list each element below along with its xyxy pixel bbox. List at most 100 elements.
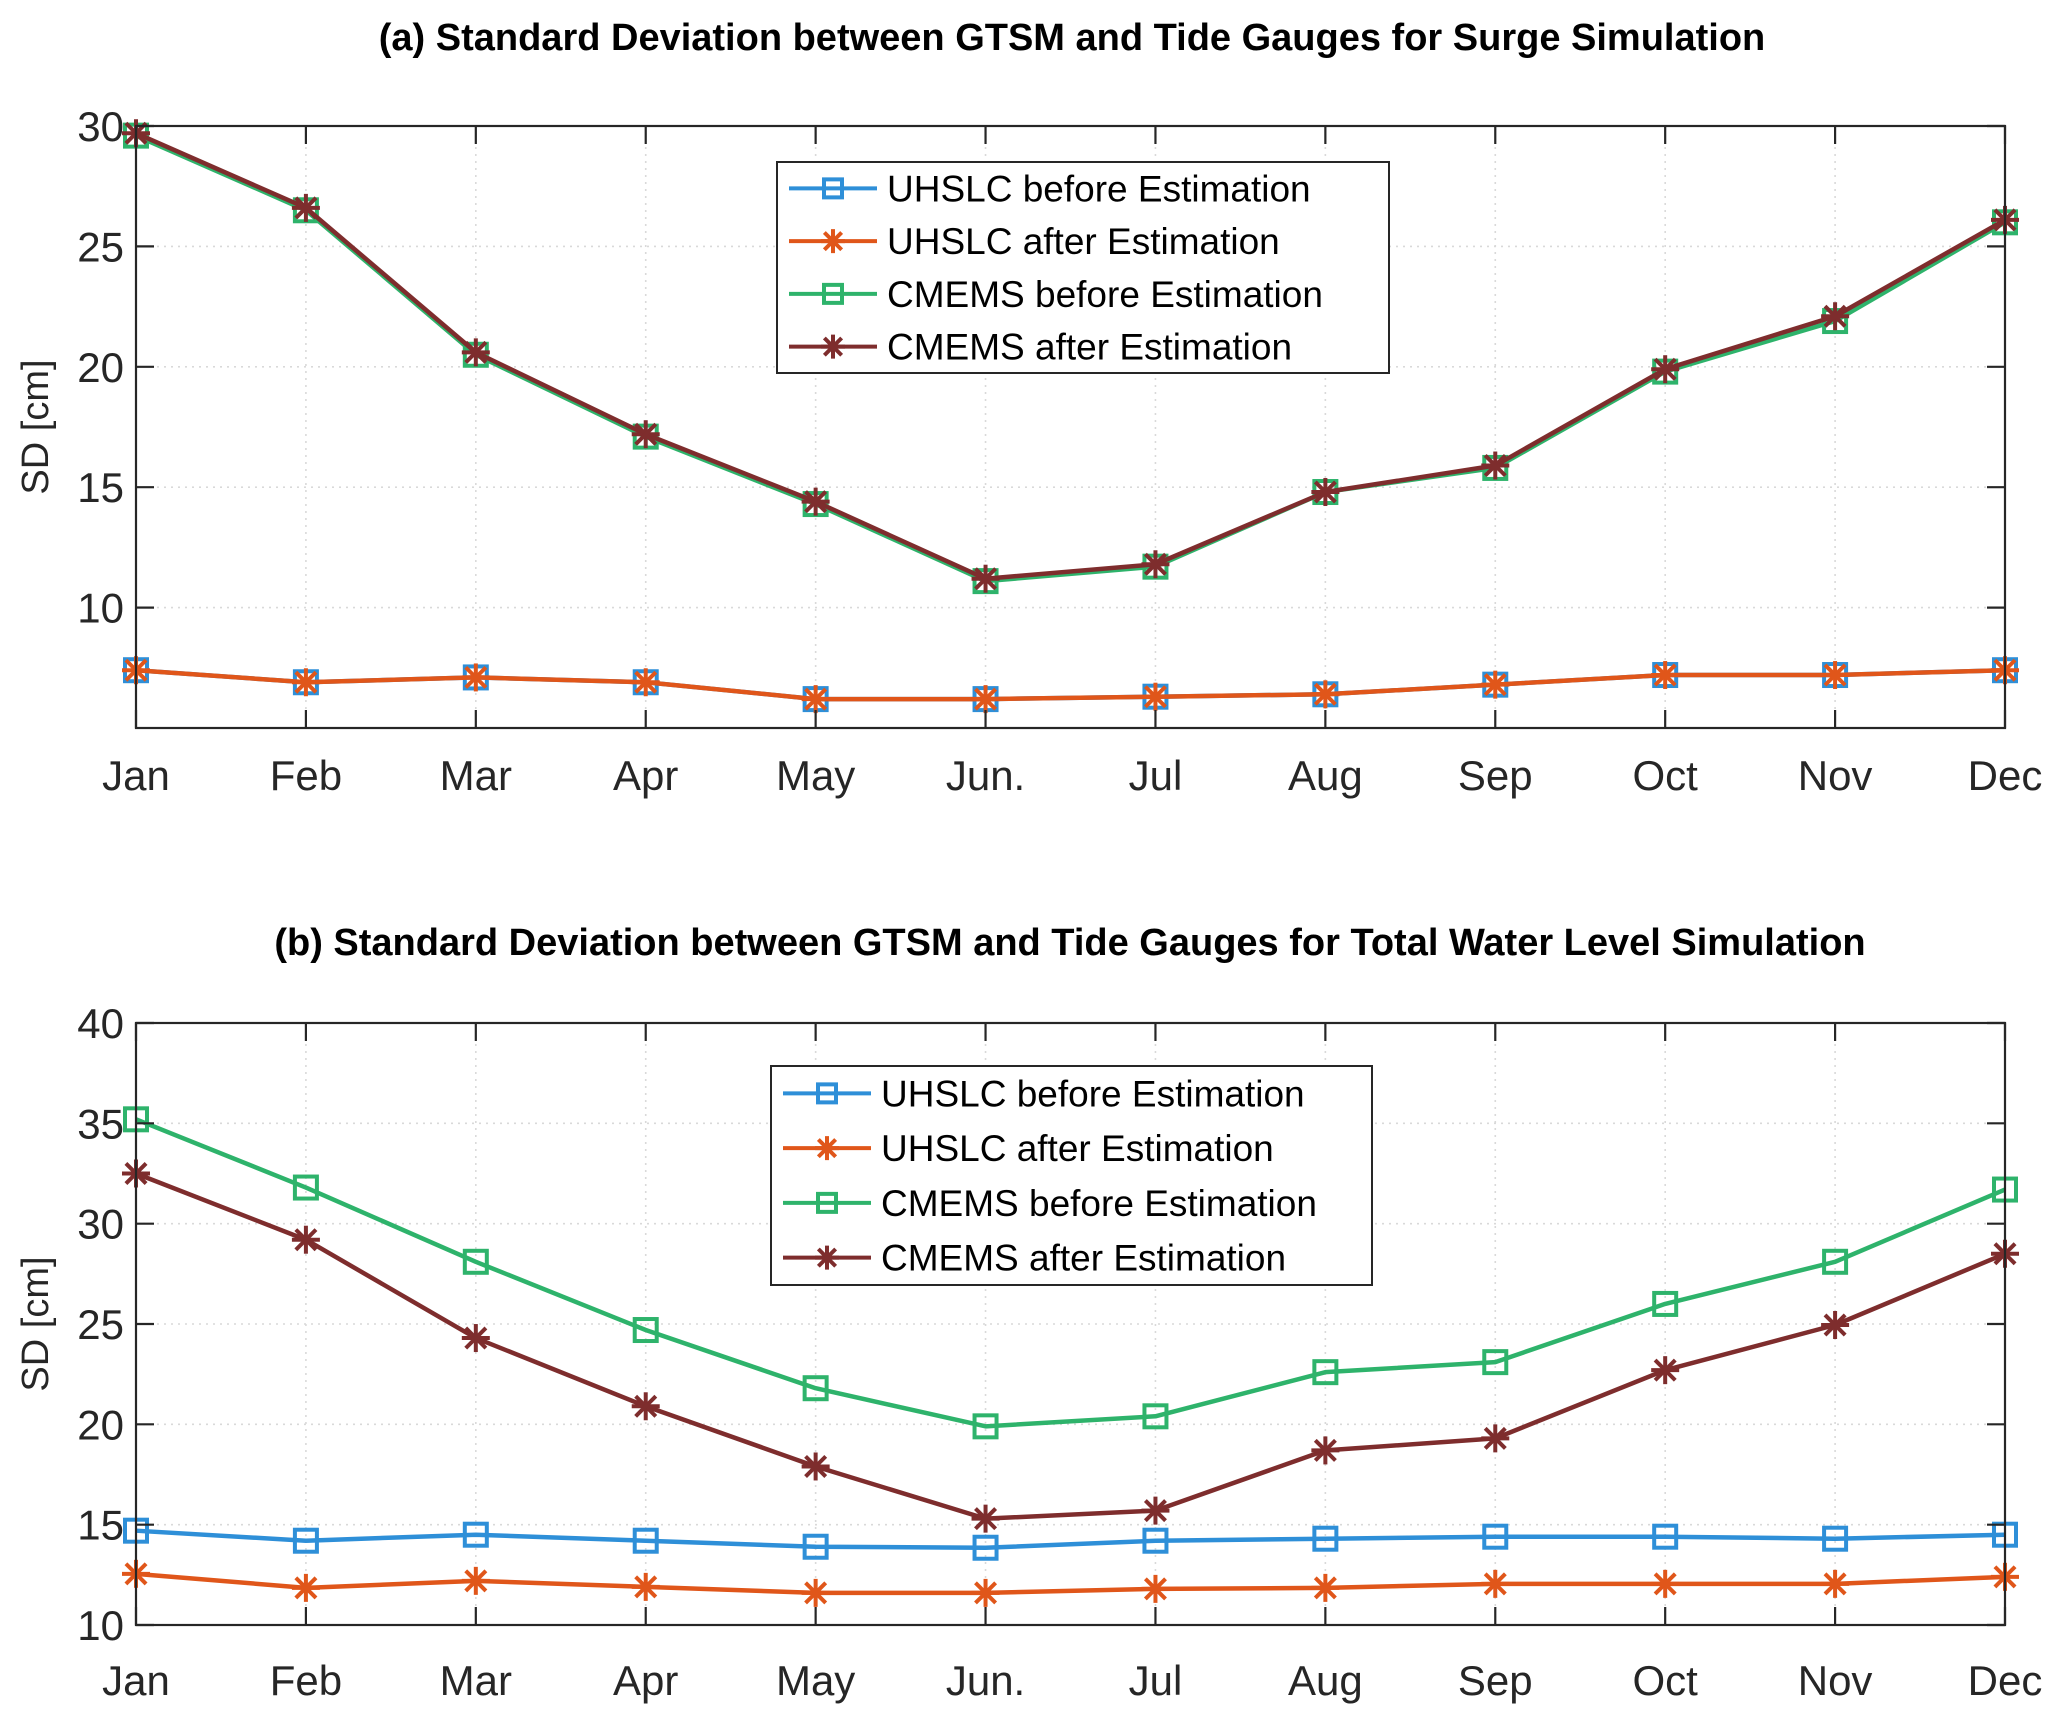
y-tick-label: 25 — [77, 1301, 124, 1348]
chart-title-a: (a) Standard Deviation between GTSM and … — [379, 17, 1766, 59]
data-point — [801, 1578, 830, 1607]
data-point — [291, 668, 320, 697]
legend-item: UHSLC after Estimation — [783, 1128, 1274, 1169]
y-tick-label: 10 — [77, 1602, 124, 1649]
series-line — [135, 667, 2006, 702]
data-point — [1142, 1527, 1169, 1554]
legend-marker-icon — [822, 177, 844, 200]
y-tick-label: 30 — [77, 1201, 124, 1248]
x-tick-label: Apr — [613, 752, 678, 799]
x-tick-label: Jan — [102, 1657, 170, 1704]
x-tick-label: May — [776, 1657, 855, 1704]
data-point — [292, 1174, 319, 1201]
data-point — [1311, 1436, 1340, 1465]
y-tick-label: 35 — [77, 1100, 124, 1147]
axes-a — [134, 124, 2007, 730]
data-point — [462, 1521, 489, 1548]
series-uhslc-after-estimation — [122, 656, 2019, 714]
ticks-b: 10 15 20 25 30 35 40 Jan Feb Mar Apr May Jun. Jul Aug S… — [77, 1000, 2042, 1704]
x-tick-label: Mar — [440, 752, 512, 799]
legend-marker-icon — [816, 1191, 838, 1214]
data-point — [1822, 1248, 1849, 1275]
data-point — [801, 487, 830, 516]
data-point — [291, 1225, 320, 1254]
legend-marker-icon — [816, 1082, 838, 1105]
legend-marker-icon — [821, 334, 845, 359]
y-tick-label: 20 — [77, 344, 124, 391]
data-point — [1651, 355, 1680, 384]
legend-label: CMEMS before Estimation — [881, 1183, 1317, 1224]
x-tick-label: Aug — [1288, 752, 1363, 799]
data-point — [1481, 1569, 1510, 1598]
data-point — [1141, 682, 1170, 711]
x-tick-label: Jun. — [946, 1657, 1025, 1704]
data-point — [1482, 1523, 1509, 1550]
plot-frame — [134, 124, 2007, 730]
data-point — [971, 685, 1000, 714]
data-point — [1141, 550, 1170, 579]
x-tick-label: Jun. — [946, 752, 1025, 799]
legend-item: CMEMS before Estimation — [789, 274, 1323, 315]
legend-label: CMEMS after Estimation — [887, 327, 1292, 368]
data-point — [1651, 661, 1680, 690]
data-point — [972, 1413, 999, 1440]
series-line — [135, 131, 2007, 581]
x-tick-label: Jul — [1129, 1657, 1183, 1704]
y-tick-label: 30 — [77, 103, 124, 150]
data-point — [1311, 1573, 1340, 1602]
data-point — [1821, 1569, 1850, 1598]
data-point — [1651, 1356, 1680, 1385]
data-point — [1312, 1359, 1339, 1386]
series-uhslc-after-estimation — [122, 1559, 2019, 1607]
data-point — [462, 1248, 489, 1275]
data-point — [631, 1392, 660, 1421]
legend-item: CMEMS after Estimation — [789, 327, 1292, 368]
data-point — [801, 1452, 830, 1481]
series-line — [135, 1117, 2006, 1429]
legend-a: UHSLC before Estimation UHSLC after Estim… — [776, 161, 1390, 374]
data-point — [972, 1534, 999, 1561]
data-point — [801, 685, 830, 714]
legend-marker-icon — [822, 282, 844, 305]
y-tick-label: 40 — [77, 1000, 124, 1047]
x-tick-label: Mar — [440, 1657, 512, 1704]
data-point — [292, 1527, 319, 1554]
data-point — [971, 1504, 1000, 1533]
legend-marker-icon — [815, 1245, 839, 1270]
x-tick-label: May — [776, 752, 855, 799]
y-tick-label: 20 — [77, 1401, 124, 1448]
data-point — [1821, 1311, 1850, 1340]
legend-b: UHSLC before Estimation UHSLC after Estim… — [770, 1065, 1373, 1286]
data-point — [1481, 1424, 1510, 1453]
data-point — [1821, 661, 1850, 690]
data-point — [461, 663, 490, 692]
x-tick-label: Oct — [1633, 1657, 1699, 1704]
x-tick-label: Oct — [1633, 752, 1699, 799]
data-point — [461, 1324, 490, 1353]
x-tick-label: Sep — [1458, 1657, 1533, 1704]
legend-box — [770, 1065, 1373, 1286]
x-tick-label: Jan — [102, 752, 170, 799]
x-tick-label: Sep — [1458, 752, 1533, 799]
series-cmems-after-estimation — [122, 1159, 2019, 1533]
data-point — [971, 564, 1000, 593]
legend-label: CMEMS after Estimation — [881, 1238, 1286, 1279]
data-point — [1652, 1290, 1679, 1317]
data-point — [1481, 670, 1510, 699]
data-point — [1822, 1525, 1849, 1552]
x-tick-label: Feb — [270, 752, 342, 799]
legend-label: UHSLC after Estimation — [881, 1128, 1274, 1169]
series-cmems-before-estimation — [123, 1106, 2018, 1440]
data-point — [1652, 1523, 1679, 1550]
data-point — [632, 1527, 659, 1554]
data-point — [291, 1573, 320, 1602]
legend-label: UHSLC before Estimation — [887, 168, 1311, 209]
series-line — [135, 1528, 2006, 1550]
legend-item: CMEMS before Estimation — [783, 1183, 1317, 1224]
x-tick-label: Nov — [1798, 752, 1873, 799]
data-point — [632, 1317, 659, 1344]
y-tick-label: 10 — [77, 585, 124, 632]
data-point — [971, 1578, 1000, 1607]
y-tick-label: 15 — [77, 1502, 124, 1549]
